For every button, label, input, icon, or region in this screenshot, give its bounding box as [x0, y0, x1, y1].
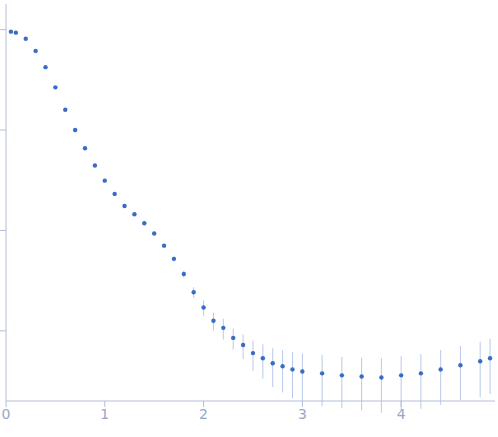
svg-text:0: 0 — [8, 406, 10, 422]
svg-text:2: 2 — [199, 406, 208, 422]
svg-text:1: 1 — [100, 406, 109, 422]
svg-text:4: 4 — [397, 406, 406, 422]
svg-text:3: 3 — [298, 406, 307, 422]
